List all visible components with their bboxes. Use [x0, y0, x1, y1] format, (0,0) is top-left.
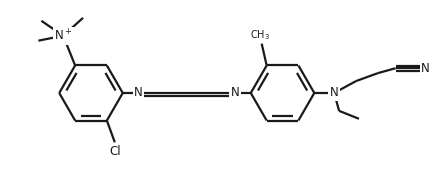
Text: N: N [231, 85, 239, 98]
Text: N: N [421, 62, 430, 75]
Text: N$^+$: N$^+$ [54, 28, 73, 43]
Text: N: N [330, 87, 339, 100]
Text: N: N [134, 85, 143, 98]
Text: Cl: Cl [109, 145, 121, 158]
Text: CH$_3$: CH$_3$ [250, 28, 270, 42]
